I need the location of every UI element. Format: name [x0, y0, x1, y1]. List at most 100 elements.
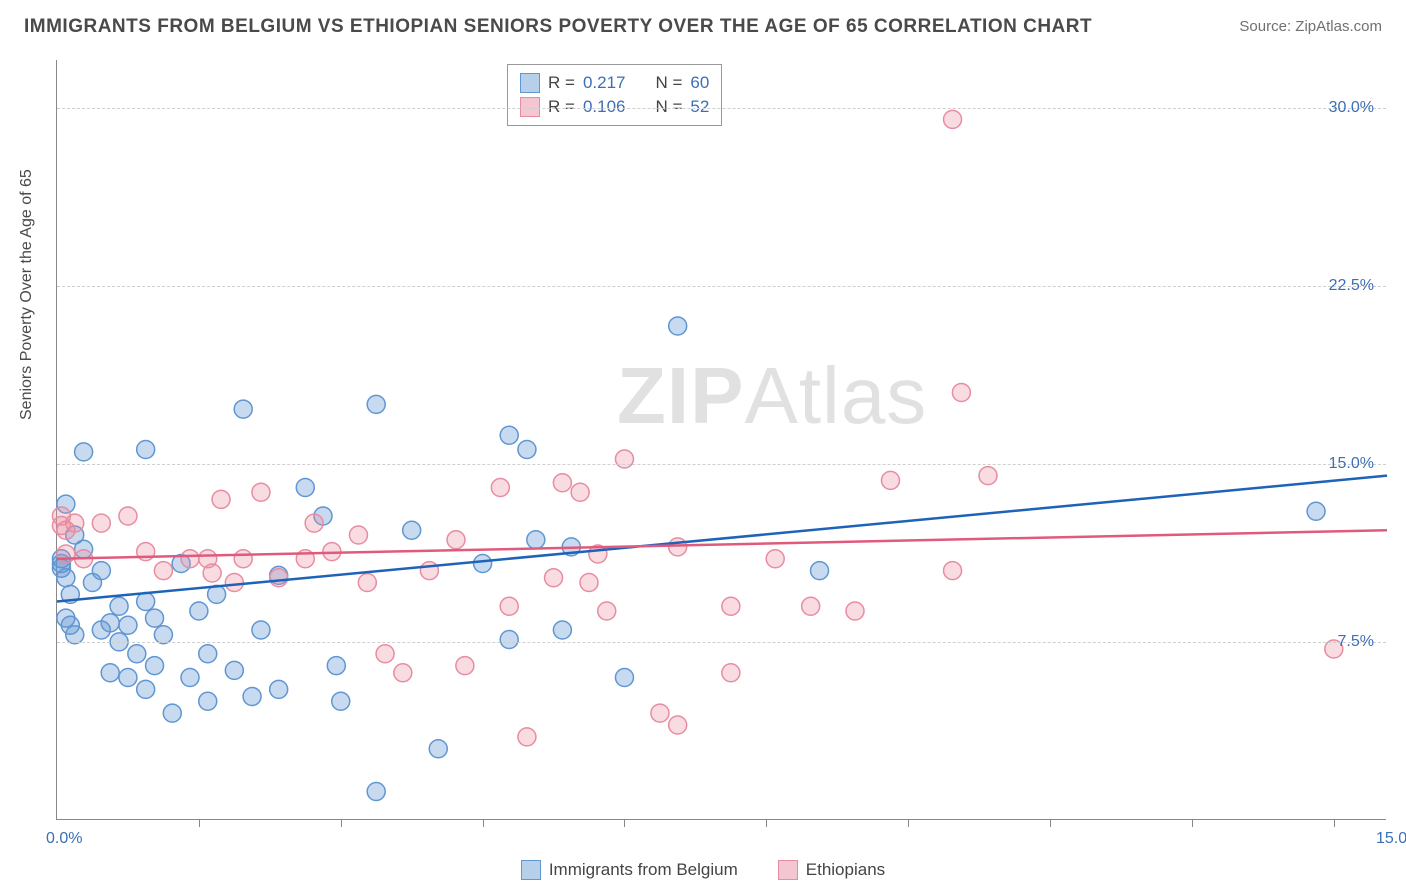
- x-tick: [766, 819, 767, 827]
- scatter-point: [580, 574, 598, 592]
- legend-item: Immigrants from Belgium: [521, 860, 738, 880]
- trend-line: [57, 530, 1387, 559]
- x-tick: [199, 819, 200, 827]
- scatter-point: [137, 593, 155, 611]
- scatter-point: [518, 441, 536, 459]
- scatter-point: [500, 597, 518, 615]
- scatter-point: [137, 680, 155, 698]
- scatter-point: [447, 531, 465, 549]
- scatter-point: [349, 526, 367, 544]
- scatter-point: [57, 569, 75, 587]
- x-tick-label: 15.0%: [1376, 830, 1406, 848]
- scatter-point: [367, 783, 385, 801]
- scatter-point: [420, 562, 438, 580]
- scatter-point: [456, 657, 474, 675]
- scatter-point: [332, 692, 350, 710]
- stat-r-value: 0.217: [583, 71, 626, 95]
- scatter-point: [527, 531, 545, 549]
- scatter-point: [199, 645, 217, 663]
- scatter-point: [296, 479, 314, 497]
- scatter-point: [553, 474, 571, 492]
- scatter-plot-area: ZIPAtlas R =0.217N =60R =0.106N =52 7.5%…: [56, 60, 1386, 820]
- scatter-point: [651, 704, 669, 722]
- source-value: ZipAtlas.com: [1295, 18, 1382, 35]
- gridline: [57, 464, 1386, 465]
- stat-n-value: 60: [690, 71, 709, 95]
- scatter-point: [518, 728, 536, 746]
- scatter-point: [181, 550, 199, 568]
- x-tick: [1334, 819, 1335, 827]
- scatter-point: [722, 597, 740, 615]
- scatter-point: [252, 621, 270, 639]
- scatter-point: [146, 657, 164, 675]
- source-label: Source:: [1239, 18, 1295, 35]
- scatter-point: [252, 483, 270, 501]
- scatter-point: [270, 569, 288, 587]
- gridline: [57, 286, 1386, 287]
- gridline: [57, 108, 1386, 109]
- stat-r-label: R =: [548, 71, 575, 95]
- scatter-point: [234, 550, 252, 568]
- scatter-point: [66, 514, 84, 532]
- scatter-point: [429, 740, 447, 758]
- scatter-point: [225, 661, 243, 679]
- source-attribution: Source: ZipAtlas.com: [1239, 18, 1382, 35]
- stats-row: R = 0.217 N = 60: [520, 71, 709, 95]
- scatter-point: [163, 704, 181, 722]
- scatter-point: [128, 645, 146, 663]
- y-tick-label: 22.5%: [1329, 277, 1374, 295]
- scatter-point: [615, 669, 633, 687]
- scatter-point: [881, 471, 899, 489]
- scatter-point: [952, 384, 970, 402]
- legend-item: Ethiopians: [778, 860, 885, 880]
- scatter-point: [766, 550, 784, 568]
- y-tick-label: 15.0%: [1329, 455, 1374, 473]
- scatter-point: [190, 602, 208, 620]
- scatter-point: [669, 716, 687, 734]
- x-tick: [908, 819, 909, 827]
- scatter-point: [199, 692, 217, 710]
- scatter-point: [119, 669, 137, 687]
- stat-n-label: N =: [655, 71, 682, 95]
- legend-swatch: [778, 860, 798, 880]
- x-tick: [1192, 819, 1193, 827]
- scatter-point: [101, 614, 119, 632]
- scatter-point: [1307, 502, 1325, 520]
- scatter-point: [944, 110, 962, 128]
- series-swatch: [520, 73, 540, 93]
- y-tick-label: 7.5%: [1338, 633, 1374, 651]
- x-tick: [341, 819, 342, 827]
- scatter-point: [545, 569, 563, 587]
- scatter-point: [500, 631, 518, 649]
- scatter-point: [212, 490, 230, 508]
- legend-label: Ethiopians: [806, 860, 885, 880]
- scatter-point: [811, 562, 829, 580]
- scatter-point: [110, 597, 128, 615]
- scatter-point: [367, 395, 385, 413]
- scatter-point: [571, 483, 589, 501]
- scatter-point: [92, 514, 110, 532]
- scatter-point: [234, 400, 252, 418]
- scatter-point: [376, 645, 394, 663]
- scatter-point: [979, 467, 997, 485]
- scatter-point: [154, 562, 172, 580]
- scatter-point: [598, 602, 616, 620]
- scatter-point: [944, 562, 962, 580]
- scatter-point: [101, 664, 119, 682]
- x-tick: [1050, 819, 1051, 827]
- correlation-stats-box: R =0.217N =60R =0.106N =52: [507, 64, 722, 126]
- scatter-plot-svg: [57, 60, 1386, 819]
- scatter-point: [203, 564, 221, 582]
- chart-title: IMMIGRANTS FROM BELGIUM VS ETHIOPIAN SEN…: [24, 16, 1092, 38]
- scatter-point: [75, 443, 93, 461]
- scatter-point: [474, 555, 492, 573]
- scatter-point: [403, 521, 421, 539]
- legend: Immigrants from Belgium Ethiopians: [0, 860, 1406, 880]
- scatter-point: [669, 538, 687, 556]
- x-tick: [624, 819, 625, 827]
- scatter-point: [119, 507, 137, 525]
- scatter-point: [181, 669, 199, 687]
- scatter-point: [846, 602, 864, 620]
- scatter-point: [802, 597, 820, 615]
- y-axis-label: Seniors Poverty Over the Age of 65: [18, 169, 36, 420]
